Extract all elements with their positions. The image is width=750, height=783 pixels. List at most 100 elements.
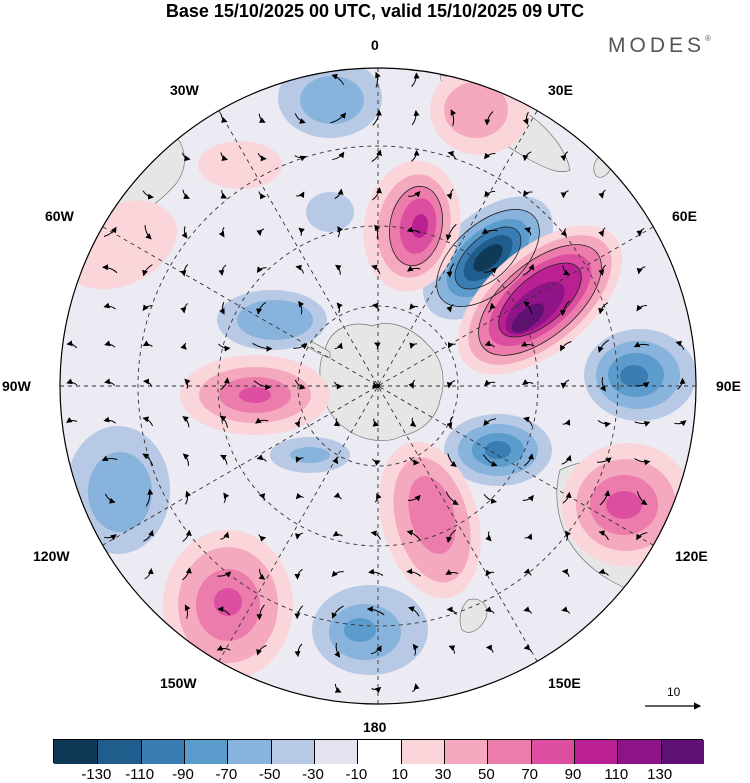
legend-swatch xyxy=(227,740,272,764)
vector-reference-label: 10 xyxy=(667,685,681,699)
wind-vector xyxy=(522,263,535,276)
wind-vector xyxy=(66,378,78,386)
lon-label-30e: 30E xyxy=(548,82,573,98)
wind-vector xyxy=(562,265,570,275)
wind-vector xyxy=(142,264,153,277)
wind-vector xyxy=(409,342,418,350)
wind-vector xyxy=(256,228,265,237)
graticule xyxy=(60,68,696,704)
wind-vector xyxy=(485,569,495,577)
wind-vector xyxy=(446,303,454,313)
wind-vector xyxy=(522,111,529,125)
wind-vector xyxy=(103,226,117,237)
wind-vector xyxy=(298,300,305,315)
lon-label-90e: 90E xyxy=(716,378,741,394)
wind-vector xyxy=(257,153,267,162)
wind-vector xyxy=(220,531,230,540)
map-title: Base 15/10/2025 00 UTC, valid 15/10/2025… xyxy=(165,1,585,21)
wind-vector xyxy=(144,568,154,580)
wind-vector xyxy=(523,453,534,467)
wind-vector xyxy=(333,418,341,427)
wind-vector xyxy=(366,606,385,616)
wind-vector xyxy=(409,417,417,427)
wind-vector xyxy=(446,529,457,544)
wind-vectors xyxy=(66,71,687,694)
wind-vector xyxy=(330,112,347,124)
wind-vector xyxy=(101,455,118,461)
wind-vector xyxy=(412,643,419,656)
lon-label-60w: 60W xyxy=(45,208,74,224)
wind-vector xyxy=(406,529,421,541)
legend-tick-label: 110 xyxy=(604,766,629,783)
wind-vector xyxy=(258,534,267,542)
wind-vector xyxy=(334,342,343,350)
wind-vector xyxy=(560,341,572,352)
wind-vector xyxy=(446,380,456,389)
wind-vector xyxy=(524,533,533,541)
legend-tick-label: 70 xyxy=(521,766,538,783)
legend-swatch xyxy=(54,740,98,764)
wind-vector xyxy=(484,340,495,348)
legend-swatch xyxy=(444,740,488,764)
wind-vector xyxy=(374,224,381,239)
wind-vector xyxy=(256,454,267,462)
wind-vector xyxy=(180,342,187,350)
wind-vector xyxy=(445,223,457,241)
wind-vector xyxy=(599,490,611,506)
modes-logo: MODES® xyxy=(608,34,711,58)
wind-vector xyxy=(374,492,382,503)
legend-swatch xyxy=(184,740,228,764)
wind-vector xyxy=(523,416,533,426)
wind-vector xyxy=(223,492,230,504)
wind-vector xyxy=(372,187,382,201)
wind-vector xyxy=(636,227,645,237)
wind-vector xyxy=(220,189,228,199)
wind-vector xyxy=(182,529,192,542)
wind-vector xyxy=(448,645,456,654)
legend-tick-label: 10 xyxy=(391,766,408,783)
wind-vector xyxy=(524,227,532,236)
wind-vector xyxy=(598,568,609,576)
wind-vector xyxy=(445,491,459,505)
wind-vector xyxy=(258,191,267,200)
wind-vector xyxy=(331,605,344,619)
legend-swatch xyxy=(617,740,662,764)
wind-vector xyxy=(674,420,687,427)
wind-vector xyxy=(371,458,381,466)
wind-vector xyxy=(406,568,422,577)
wind-vector xyxy=(332,151,345,160)
wind-vector xyxy=(634,421,651,427)
wind-vector xyxy=(447,453,457,467)
wind-vector xyxy=(182,189,190,199)
wind-vector xyxy=(450,109,457,127)
legend-swatch xyxy=(270,740,315,764)
wind-vector xyxy=(483,267,498,274)
wind-vector xyxy=(252,342,273,352)
wind-vector xyxy=(371,264,381,275)
wind-vector xyxy=(598,189,606,199)
wind-vector xyxy=(295,492,304,500)
wind-vector xyxy=(487,302,496,313)
wind-vector xyxy=(560,151,569,162)
registered-mark: ® xyxy=(705,34,711,43)
lon-label-30w: 30W xyxy=(170,82,199,98)
wind-vector xyxy=(142,304,153,312)
wind-vector xyxy=(485,531,492,542)
wind-vector xyxy=(446,263,455,278)
legend-tick-label: 130 xyxy=(647,766,673,783)
wind-vector xyxy=(218,264,227,276)
wind-vector xyxy=(66,340,78,349)
wind-vector xyxy=(337,225,344,238)
wind-vector xyxy=(633,341,650,348)
wind-vector xyxy=(520,341,535,347)
wind-vector xyxy=(294,605,304,620)
wind-vector xyxy=(185,490,192,505)
legend-swatch xyxy=(140,740,185,764)
wind-vector xyxy=(331,73,345,86)
wind-vector xyxy=(371,686,382,694)
wind-vector xyxy=(294,379,306,390)
wind-vector xyxy=(598,302,609,315)
wind-vector xyxy=(562,419,571,426)
wind-vector xyxy=(411,72,420,87)
wind-vector xyxy=(184,604,191,619)
